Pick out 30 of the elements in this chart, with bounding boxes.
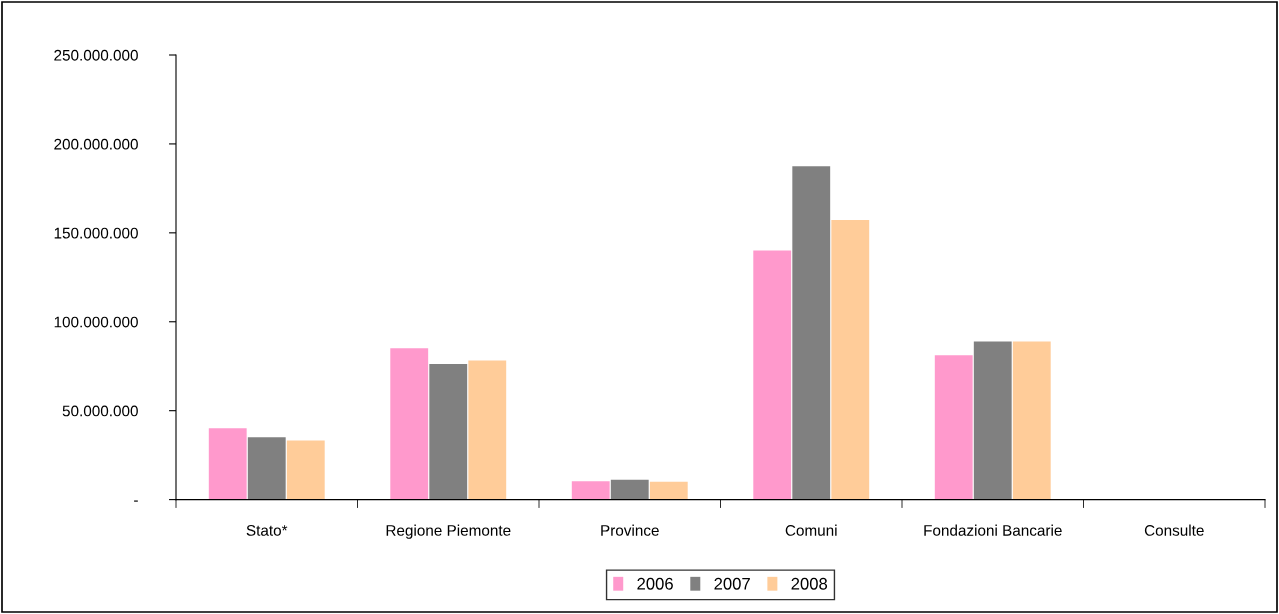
y-tick-label: 250.000.000 [54,49,138,61]
x-tick-label: Comuni [785,524,837,536]
bar [468,360,507,500]
bar [1012,341,1051,500]
bar [429,363,468,500]
bar [973,341,1012,500]
y-tick-label: - [134,500,138,502]
bar [247,437,286,500]
y-tick-label: 200.000.000 [54,138,138,150]
bar [610,479,649,500]
legend-label: 2008 [791,577,828,590]
x-tick-label: Fondazioni Bancarie [924,524,1062,536]
y-tick-label: 50.000.000 [62,405,138,417]
bar [831,220,870,500]
y-tick-label: 100.000.000 [54,316,138,328]
legend-label: 2007 [714,577,750,590]
x-tick-label: Consulte [1144,524,1204,536]
bar [571,481,610,500]
x-tick-label: Stato* [246,525,288,536]
x-tick-label: Regione Piemonte [386,524,511,539]
bar [286,440,325,500]
bar [649,481,688,500]
x-tick-label: Province [601,524,659,536]
bar [208,428,247,500]
legend-label: 2006 [637,577,673,590]
bar [753,250,792,500]
bar [934,355,973,500]
bar [792,166,831,500]
bar [390,348,429,500]
y-tick-label: 150.000.000 [54,227,138,239]
